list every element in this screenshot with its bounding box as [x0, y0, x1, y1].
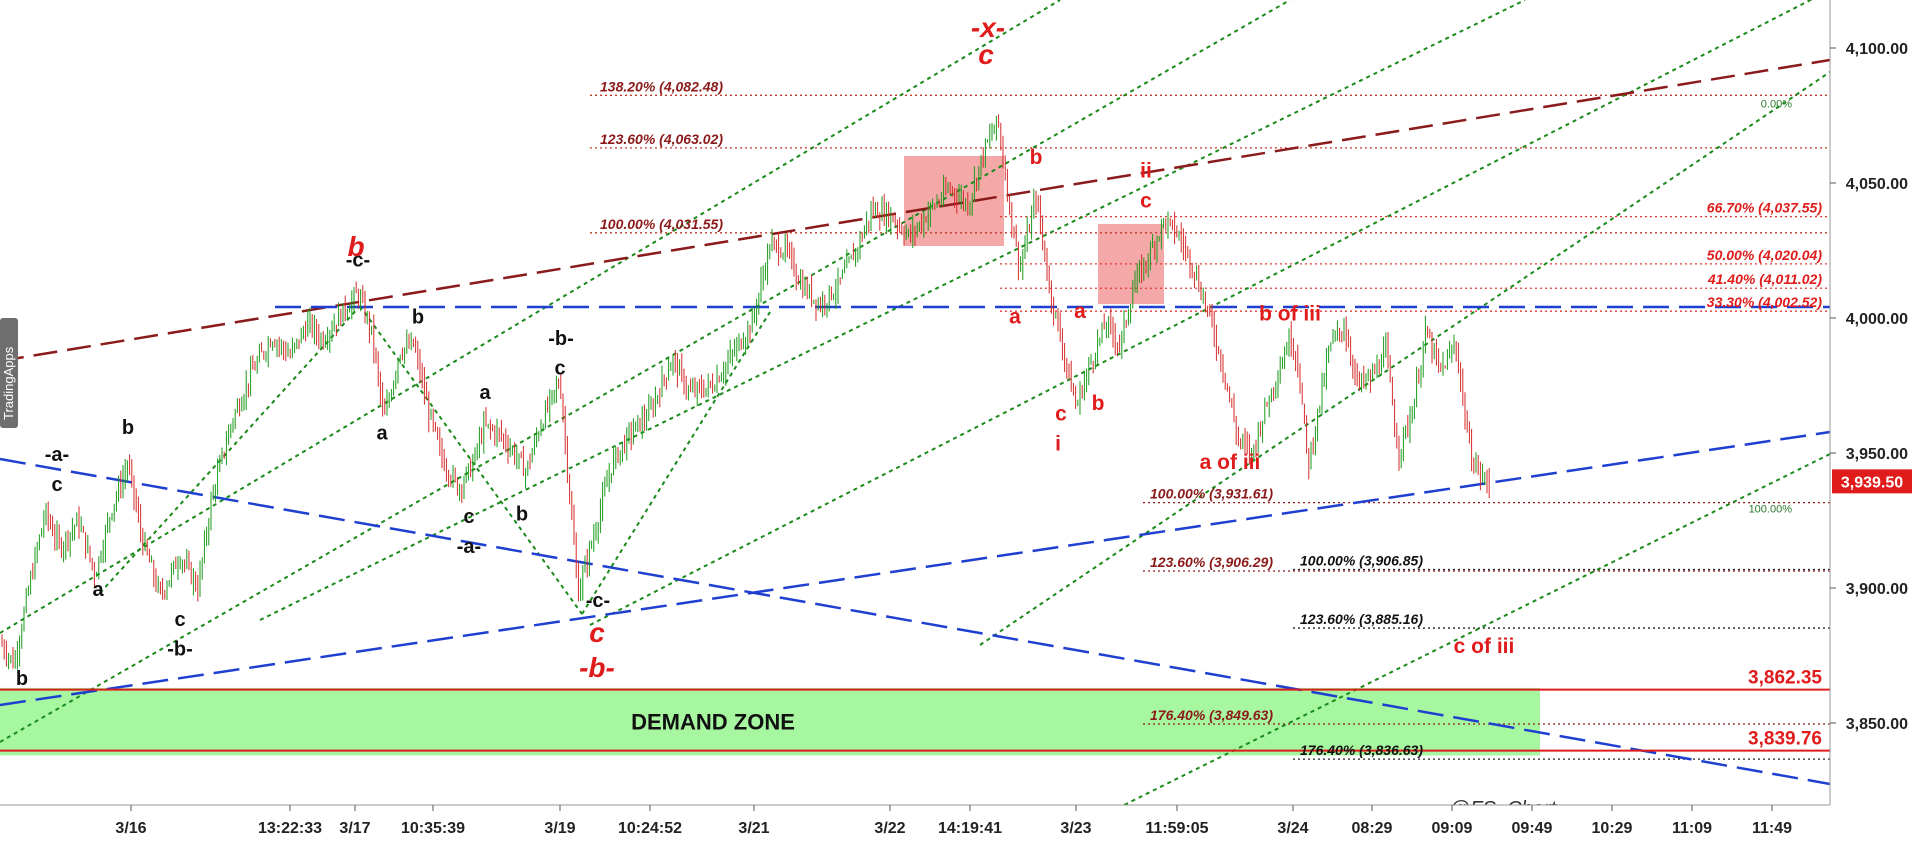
- time-tick-label: 11:49: [1752, 820, 1792, 837]
- plot-area[interactable]: [0, 0, 1830, 805]
- time-tick-label: 10:35:39: [401, 820, 465, 837]
- resistance-box-x-top: [904, 156, 1004, 246]
- time-axis-bg: [0, 805, 1914, 841]
- price-marker-label: 3,839.76: [1748, 729, 1822, 750]
- wave-label: c: [463, 506, 474, 528]
- wave-label-red: c: [1140, 189, 1152, 212]
- wave-label: -c-: [346, 250, 370, 272]
- price-tick-label: 4,000.00: [1846, 311, 1908, 328]
- fib-level-label: 41.40% (4,011.02): [1707, 271, 1822, 287]
- time-tick-label: 14:19:41: [938, 820, 1002, 837]
- fib-level-label: 100.00% (3,906.85): [1300, 553, 1423, 569]
- wave-label: c: [554, 358, 565, 380]
- time-tick-label: 3/21: [738, 820, 769, 837]
- time-tick-label: 3/24: [1277, 820, 1308, 837]
- wave-label-red: b: [1092, 392, 1105, 415]
- wave-label-red: c: [1055, 403, 1067, 426]
- time-tick-label: 3/23: [1060, 820, 1091, 837]
- fib-level-label: 138.20% (4,082.48): [600, 78, 723, 94]
- time-tick-label: 08:29: [1352, 820, 1393, 837]
- ascending-support-line: [0, 430, 1830, 707]
- wave-label-red: c of iii: [1454, 635, 1515, 658]
- watermark: @FS_Chart: [1450, 798, 1557, 820]
- time-tick-label: 11:09: [1672, 820, 1712, 837]
- wave-label-red: i: [1055, 432, 1061, 455]
- last-price-label: 3,939.50: [1841, 474, 1903, 491]
- wave-label: -b-: [548, 328, 574, 350]
- descending-channel-line: [0, 457, 1830, 786]
- wave-label-red: c: [589, 617, 605, 648]
- price-tick-label: 3,850.00: [1846, 716, 1908, 733]
- fib-level-label: 33.30% (4,002.52): [1707, 294, 1823, 310]
- wave-label: b: [122, 417, 134, 439]
- fib-level-label: 123.60% (3,885.16): [1300, 611, 1423, 627]
- wave-label: -b-: [167, 639, 193, 661]
- fib-level-label: 66.70% (4,037.55): [1707, 200, 1823, 216]
- last-price-tag: [1832, 469, 1912, 494]
- wave-label-red: b: [347, 231, 364, 262]
- fib-level-label: 50.00% (4,020.04): [1707, 247, 1823, 263]
- wave-label: b: [412, 306, 424, 328]
- price-tick-label: 4,100.00: [1846, 41, 1908, 58]
- time-tick-label: 09:09: [1432, 820, 1473, 837]
- tradingapps-tab[interactable]: TradingApps: [0, 318, 18, 428]
- wave-label-red: b of iii: [1259, 303, 1321, 326]
- wave-label: b: [16, 668, 28, 690]
- time-tick-label: 3/19: [544, 820, 575, 837]
- time-tick-label: 13:22:33: [258, 820, 322, 837]
- time-tick-label: 09:49: [1512, 820, 1553, 837]
- time-tick-label: 10:24:52: [618, 820, 682, 837]
- fib-level-label: 123.60% (3,906.29): [1150, 554, 1273, 570]
- channel-percent-label: 0.00%: [1761, 98, 1792, 110]
- wave-label: -c-: [586, 590, 610, 612]
- fib-level-label: 100.00% (4,031.55): [600, 216, 723, 232]
- wave-label: -a-: [45, 444, 69, 466]
- fib-level-label: 123.60% (4,063.02): [600, 131, 723, 147]
- price-tick-label: 3,900.00: [1846, 581, 1908, 598]
- price-axis: 4,100.00 4,050.00 4,000.00 3,950.00 3,900.00…: [1829, 0, 1912, 805]
- wave-label-red: b: [1030, 146, 1043, 169]
- channel-percent-label: 100.00%: [1749, 503, 1793, 515]
- demand-zone: [0, 687, 1540, 756]
- wave-label: a: [92, 579, 104, 601]
- fib-level-label: 176.40% (3,836.63): [1300, 742, 1423, 758]
- price-tick-label: 4,050.00: [1846, 176, 1908, 193]
- wave-label-red: -x-: [971, 12, 1005, 43]
- fib-level-label: 176.40% (3,849.63): [1150, 707, 1273, 723]
- wave-label: c: [174, 609, 185, 631]
- wave-label-red: -b-: [579, 652, 615, 683]
- price-tick-label: 3,950.00: [1846, 446, 1908, 463]
- fib-level-label: 100.00% (3,931.61): [1150, 486, 1273, 502]
- wave-label-red: a of iii: [1200, 451, 1261, 474]
- time-tick-label: 3/17: [339, 820, 370, 837]
- wave-label-red: ii: [1140, 160, 1152, 183]
- wave-label-red: a: [1009, 305, 1021, 328]
- time-tick-label: 10:29: [1592, 820, 1633, 837]
- wave-label: a: [376, 423, 388, 445]
- wave-label: b: [516, 504, 528, 526]
- wave-label: -a-: [457, 536, 481, 558]
- price-marker-label: 3,862.35: [1748, 668, 1822, 689]
- wave-label: a: [479, 382, 491, 404]
- wave-label: c: [51, 474, 62, 496]
- time-axis: 3/16 13:22:33 3/17 10:35:39 3/19 10:24:52 3/21…: [0, 804, 1830, 837]
- wave-label-red: c: [978, 39, 994, 70]
- resistance-trendline: [0, 58, 1830, 363]
- tradingapps-tab-label: TradingApps: [1, 346, 16, 420]
- time-tick-label: 3/22: [874, 820, 905, 837]
- price-candles: [1, 114, 1490, 670]
- wave-label-red: a: [1074, 300, 1086, 323]
- demand-zone-label: DEMAND ZONE: [631, 710, 795, 735]
- time-tick-label: 11:59:05: [1145, 820, 1208, 837]
- time-tick-label: 3/16: [115, 820, 146, 837]
